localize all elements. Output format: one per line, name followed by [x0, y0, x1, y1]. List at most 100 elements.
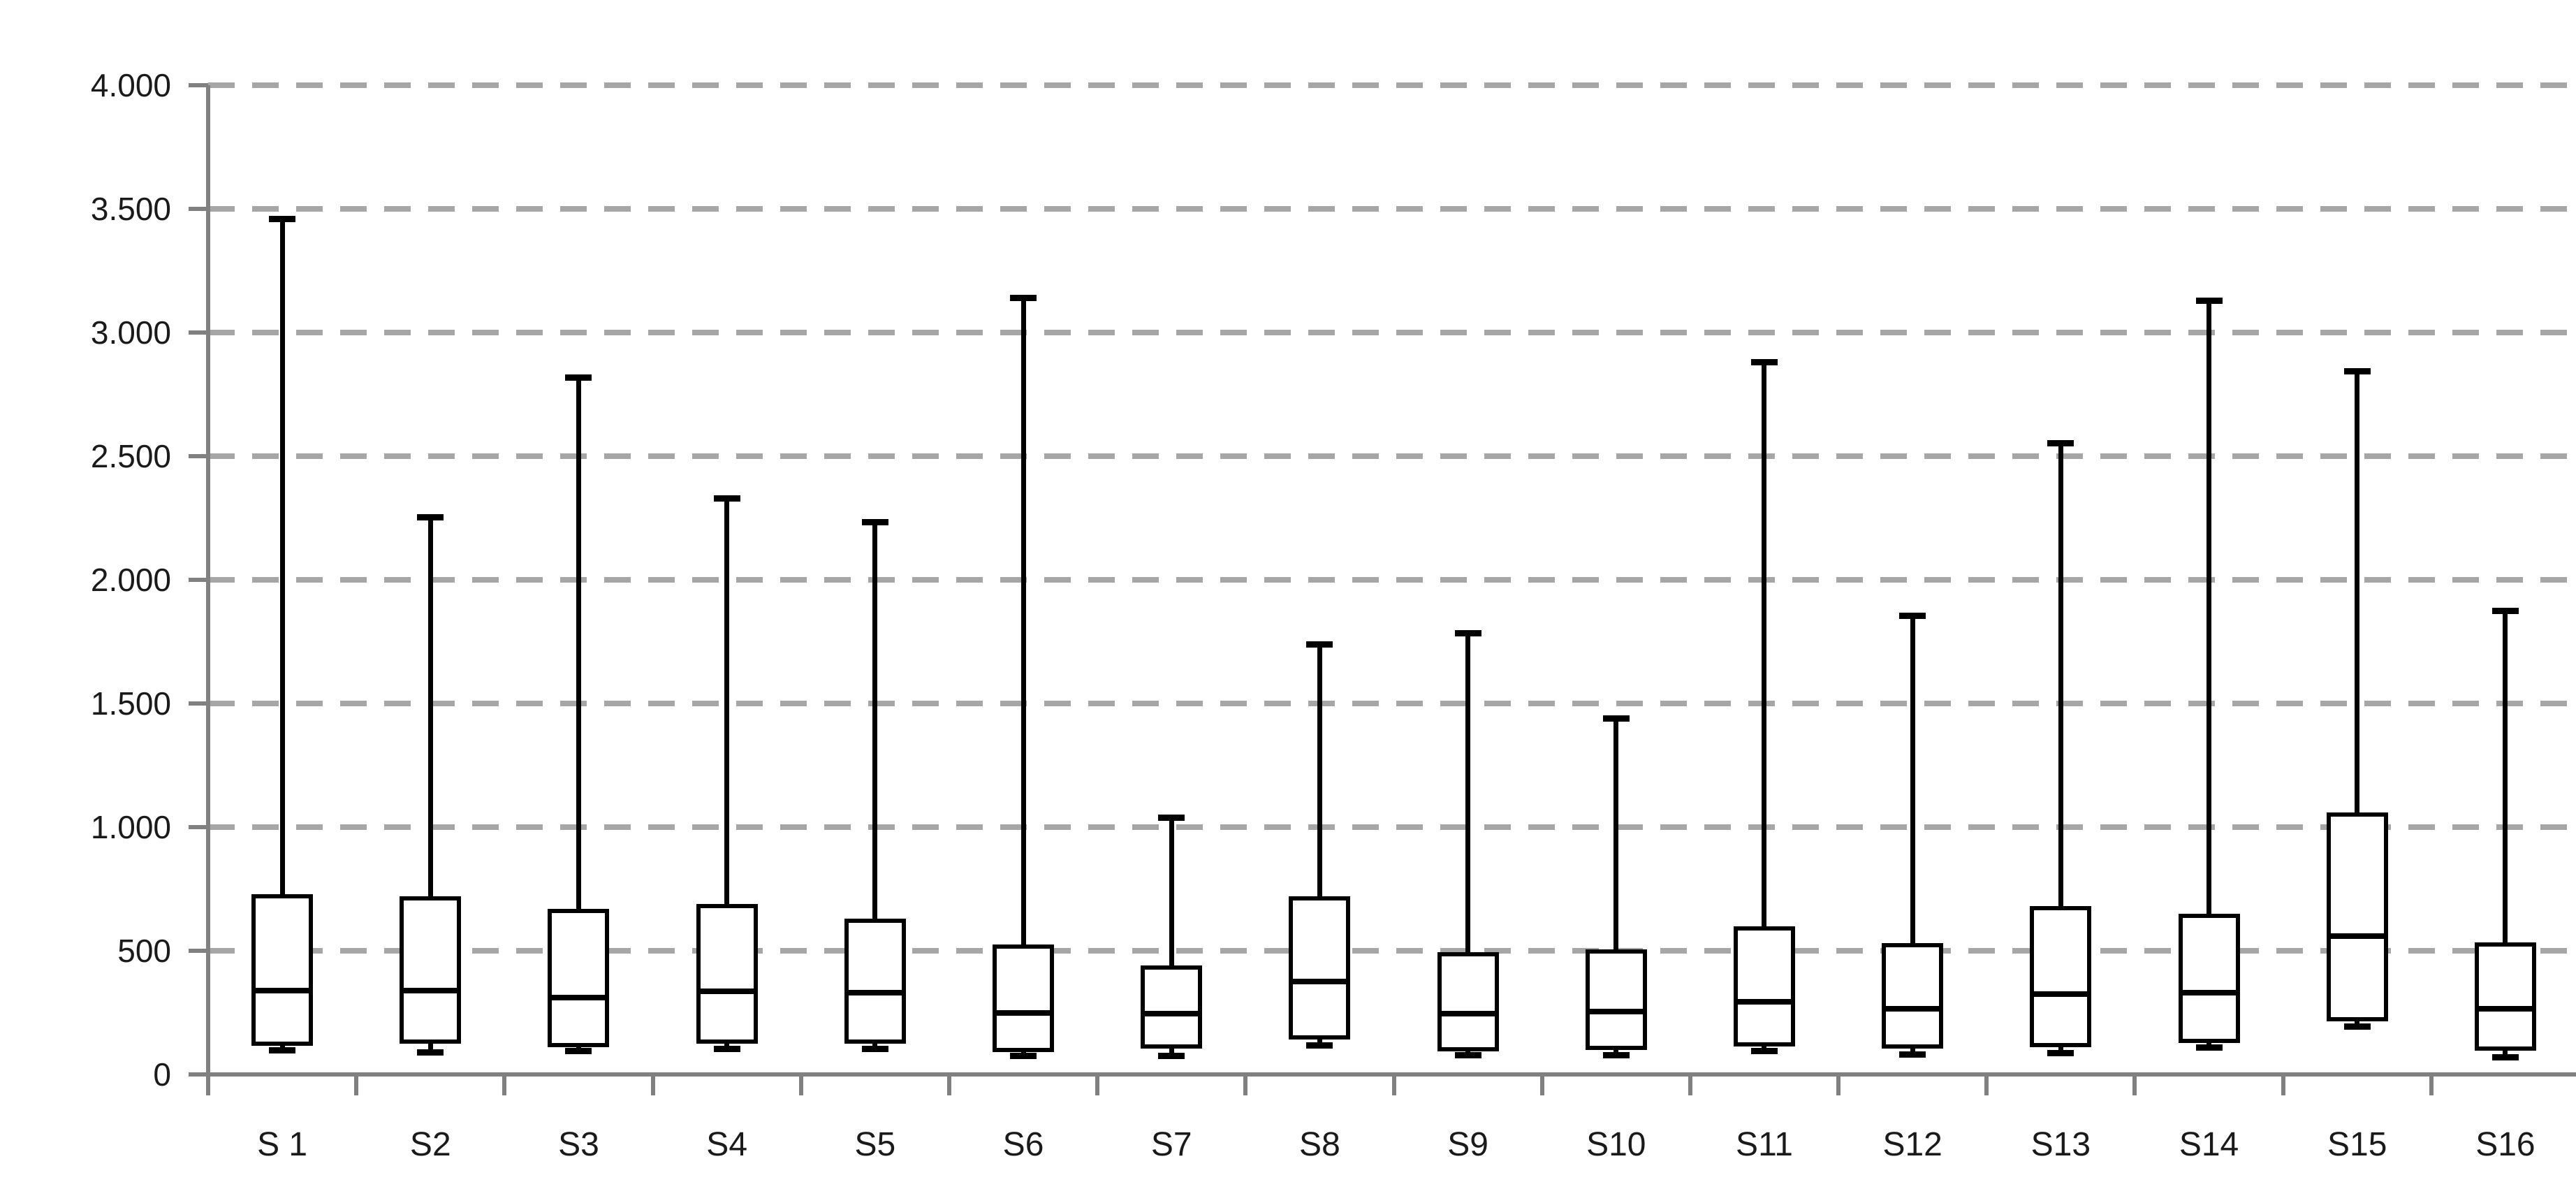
whisker-lower-cap: [1010, 1053, 1037, 1060]
x-axis-category-label: S9: [1447, 1126, 1488, 1163]
whisker-upper-line: [1317, 644, 1322, 897]
whisker-upper-line: [2355, 370, 2360, 812]
whisker-upper-line: [279, 219, 285, 894]
x-axis-category-label: S3: [558, 1126, 599, 1163]
whisker-lower-cap: [2343, 1023, 2371, 1030]
x-axis-tick: [1095, 1074, 1100, 1095]
x-axis-tick: [650, 1074, 655, 1095]
median-line: [1141, 1011, 1203, 1017]
whisker-upper-cap: [1306, 641, 1333, 648]
y-axis-tick: [189, 83, 208, 87]
whisker-lower-cap: [269, 1046, 296, 1053]
y-axis-tick: [189, 949, 208, 953]
whisker-upper-cap: [1750, 359, 1778, 366]
whisker-upper-line: [724, 498, 730, 904]
whisker-lower-cap: [1306, 1042, 1333, 1049]
whisker-upper-line: [1910, 615, 1915, 944]
box-iqr: [2474, 942, 2536, 1051]
x-axis-tick: [1688, 1074, 1692, 1095]
median-line: [1733, 998, 1795, 1005]
box-iqr: [844, 918, 906, 1044]
whisker-upper-line: [1762, 362, 1767, 926]
y-gridline: [208, 82, 2576, 88]
median-line: [548, 995, 610, 1001]
y-axis-tick-label: 1.000: [90, 809, 171, 845]
whisker-lower-cap: [1750, 1048, 1778, 1055]
x-axis-tick: [1391, 1074, 1396, 1095]
y-gridline: [208, 330, 2576, 335]
y-axis-tick: [189, 1072, 208, 1077]
box-iqr: [1585, 949, 1647, 1050]
box-iqr: [1289, 896, 1351, 1040]
whisker-upper-line: [872, 521, 878, 919]
x-axis-category-label: S16: [2475, 1126, 2535, 1163]
median-line: [2326, 933, 2388, 939]
x-axis-category-label: S4: [706, 1126, 748, 1163]
whisker-upper-cap: [2047, 439, 2074, 446]
median-line: [251, 987, 314, 993]
x-axis-category-label: S7: [1150, 1126, 1192, 1163]
median-line: [844, 990, 906, 996]
whisker-lower-cap: [2195, 1044, 2223, 1051]
y-gridline: [208, 948, 2576, 954]
whisker-upper-cap: [2343, 367, 2371, 374]
whisker-lower-line: [1169, 1048, 1174, 1056]
whisker-upper-line: [2207, 300, 2212, 914]
whisker-upper-cap: [2491, 608, 2519, 615]
y-gridline: [208, 453, 2576, 459]
x-axis-tick: [798, 1074, 803, 1095]
y-axis-tick-label: 0: [153, 1056, 171, 1093]
x-axis-tick: [206, 1074, 210, 1095]
y-axis-tick: [189, 330, 208, 335]
whisker-upper-cap: [861, 518, 888, 525]
x-axis-tick: [1243, 1074, 1248, 1095]
y-axis-tick-label: 500: [117, 933, 171, 969]
x-axis-category-label: S15: [2327, 1126, 2387, 1163]
whisker-lower-cap: [1899, 1051, 1926, 1058]
x-axis-category-label: S13: [2030, 1126, 2091, 1163]
whisker-upper-cap: [269, 216, 296, 223]
whisker-lower-cap: [2491, 1053, 2519, 1060]
whisker-lower-cap: [2047, 1049, 2074, 1056]
median-line: [1585, 1008, 1647, 1014]
y-axis-tick-label: 1.500: [90, 685, 171, 722]
median-line: [2178, 990, 2240, 996]
whisker-upper-cap: [565, 374, 592, 381]
y-axis-tick-label: 2.000: [90, 562, 171, 598]
whisker-upper-cap: [1899, 613, 1926, 620]
whisker-lower-cap: [861, 1045, 888, 1052]
whisker-upper-line: [576, 377, 581, 909]
x-axis-category-label: S14: [2179, 1126, 2239, 1163]
box-iqr: [1733, 926, 1795, 1047]
y-axis-line: [206, 85, 210, 1095]
y-axis-tick: [189, 701, 208, 706]
x-axis-category-label: S8: [1299, 1126, 1340, 1163]
x-axis-category-label: S6: [1002, 1126, 1044, 1163]
whisker-upper-cap: [417, 513, 444, 520]
box-iqr: [400, 896, 462, 1044]
box-iqr: [2326, 812, 2388, 1021]
whisker-upper-line: [2058, 442, 2063, 907]
median-line: [1437, 1011, 1499, 1017]
box-iqr: [1141, 965, 1203, 1049]
whisker-lower-cap: [1158, 1053, 1185, 1060]
whisker-upper-line: [2503, 611, 2508, 942]
whisker-upper-line: [1169, 817, 1174, 966]
whisker-lower-cap: [1454, 1052, 1481, 1059]
whisker-lower-cap: [417, 1049, 444, 1056]
box-iqr: [696, 903, 758, 1044]
whisker-upper-cap: [1454, 630, 1481, 637]
y-axis-tick-label: 3.500: [90, 191, 171, 227]
x-axis-tick: [946, 1074, 951, 1095]
y-axis-tick: [189, 454, 208, 458]
y-gridline: [208, 824, 2576, 830]
x-axis-category-label: S12: [1882, 1126, 1942, 1163]
whisker-upper-line: [1020, 298, 1026, 945]
box-iqr: [2030, 906, 2092, 1048]
y-axis-tick: [189, 578, 208, 582]
whisker-upper-cap: [2195, 297, 2223, 304]
median-line: [2474, 1006, 2536, 1012]
whisker-lower-line: [1910, 1048, 1915, 1054]
x-axis-category-label: S5: [854, 1126, 896, 1163]
